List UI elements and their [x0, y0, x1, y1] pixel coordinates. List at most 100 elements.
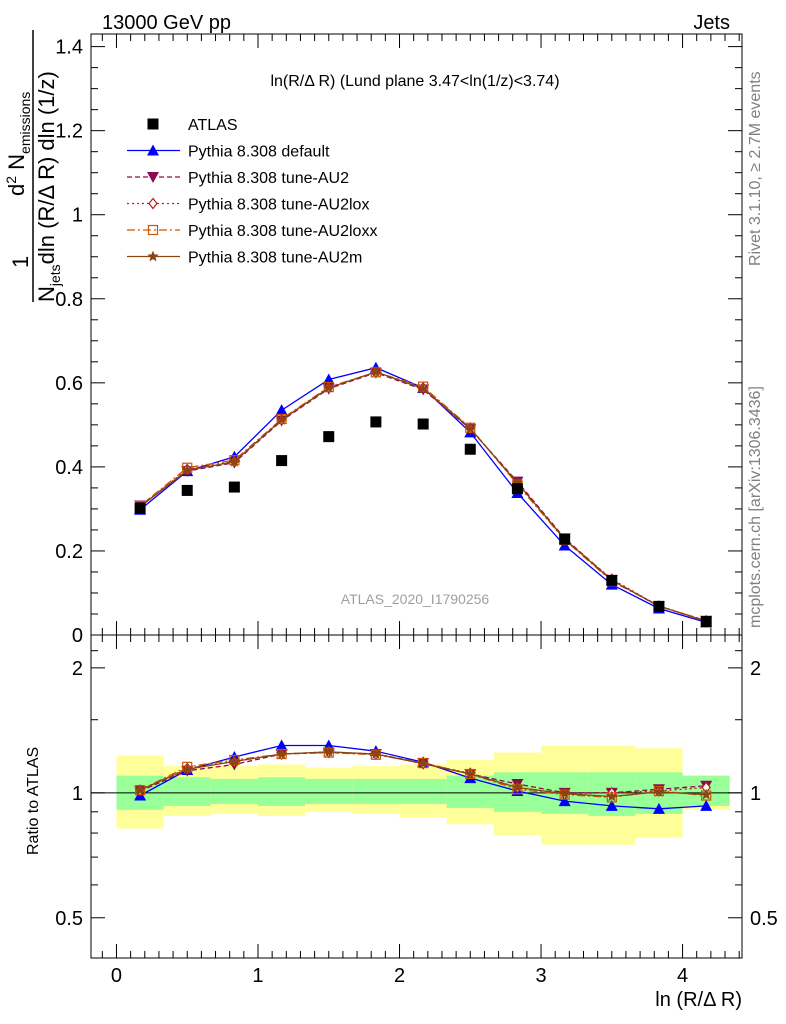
- main-ytick-label: 1: [72, 205, 83, 227]
- series-line-default: [139, 367, 707, 624]
- ratio-point-au2m: [134, 784, 146, 795]
- legend-marker-atlas: [147, 118, 159, 130]
- data-point-atlas: [228, 481, 240, 493]
- ratio-point-au2m: [653, 785, 665, 797]
- ratio-point-au2m: [511, 781, 524, 793]
- series-line-au2: [139, 372, 707, 622]
- point-au2m: [181, 464, 193, 476]
- main-ytick-label: 0.6: [55, 373, 83, 395]
- ratio-point-au2m: [417, 757, 429, 769]
- plot-title: ln(R/Δ R) (Lund plane 3.47<ln(1/z)<3.74): [270, 73, 559, 90]
- xtick-label: 0: [111, 965, 122, 987]
- point-au2m: [275, 413, 288, 425]
- main-plot: 0 0.2 0.4 0.6 0.8 1 1.2 1.4: [55, 33, 743, 647]
- data-point-atlas: [700, 616, 712, 628]
- main-ytick-label: 1.4: [55, 37, 83, 59]
- data-point-atlas: [653, 600, 665, 612]
- uncertainty-band-inner: [210, 778, 258, 804]
- ratio-point-au2m: [275, 748, 288, 759]
- legend-label-au2lox: Pythia 8.308 tune-AU2lox: [188, 197, 369, 214]
- xtick-label: 1: [252, 965, 263, 987]
- ratio-ylabel: Ratio to ATLAS: [25, 747, 42, 855]
- ratio-point-au2m: [606, 790, 618, 802]
- data-point-atlas: [323, 431, 335, 443]
- ylabel-one: 1: [8, 256, 33, 268]
- ratio-frame: [90, 634, 743, 959]
- legend-label-default: Pythia 8.308 default: [188, 144, 330, 161]
- uncertainty-band-inner: [399, 778, 447, 804]
- ratio-point-default: [558, 795, 571, 807]
- xtick-label: 3: [535, 965, 546, 987]
- uncertainty-band-inner: [352, 778, 400, 804]
- uncertainty-band-inner: [257, 777, 306, 806]
- data-point-atlas: [276, 455, 288, 467]
- point-au2m: [511, 476, 524, 488]
- data-point-atlas: [559, 533, 571, 545]
- ratio-point-au2m: [559, 787, 571, 799]
- ratio-point-au2m: [228, 755, 241, 767]
- ratio-ytick-label-right: 1: [750, 783, 761, 805]
- legend-label-au2loxx: Pythia 8.308 tune-AU2loxx: [188, 223, 377, 240]
- point-default: [275, 404, 288, 416]
- ratio-point-au2m: [181, 763, 193, 775]
- point-au2m: [228, 455, 241, 467]
- ratio-ytick-label: 2: [72, 658, 83, 680]
- data-point-atlas: [417, 418, 429, 430]
- point-au2m: [323, 381, 335, 393]
- main-ylabel: 1 d2 Nemissions Njetsdln (R/Δ R) dln (1/…: [3, 30, 63, 302]
- legend-marker-au2m: [147, 250, 159, 262]
- ratio-point-default: [275, 739, 288, 751]
- ratio-point-au2m: [700, 788, 712, 800]
- mcplots-label: mcplots.cern.ch [arXiv:1306.3436]: [747, 386, 764, 628]
- ratio-point-default: [700, 799, 713, 811]
- legend-label-au2: Pythia 8.308 tune-AU2: [188, 170, 349, 187]
- ratio-point-default: [652, 802, 665, 814]
- data-point-atlas: [606, 574, 618, 586]
- main-ytick-label: 1.2: [55, 121, 83, 143]
- ratio-point-au2m: [323, 745, 335, 757]
- main-ytick-label: 0.4: [55, 457, 83, 479]
- legend-marker-default: [147, 144, 159, 156]
- series-line-au2loxx: [139, 371, 707, 623]
- ratio-point-au2m: [464, 768, 476, 779]
- point-au2m: [417, 382, 429, 394]
- uncertainty-band-inner: [305, 778, 353, 804]
- header-energy: 13000 GeV pp: [102, 12, 231, 34]
- xtick-label: 2: [394, 965, 405, 987]
- analysis-watermark: ATLAS_2020_I1790256: [341, 591, 490, 607]
- main-ytick-label: 0: [72, 625, 83, 647]
- ylabel-numerator: d2 Nemissions: [3, 92, 33, 196]
- legend-marker-au2lox: [148, 197, 158, 210]
- data-point-atlas: [134, 502, 146, 514]
- rivet-label: Rivet 3.1.10, ≥ 2.7M events: [747, 71, 764, 266]
- series-line-au2lox: [139, 371, 707, 622]
- point-au2m: [370, 365, 382, 377]
- ratio-ytick-label: 0.5: [55, 908, 83, 930]
- legend-label-atlas: ATLAS: [188, 117, 238, 134]
- legend: ATLAS Pythia 8.308 default Pythia 8.308 tu…: [127, 117, 377, 267]
- data-point-atlas: [511, 483, 523, 495]
- ratio-ytick-label-right: 2: [750, 658, 761, 680]
- ratio-plot: 0.5 0.5 1 1 2 2 0 1 2 3 4: [55, 634, 778, 987]
- main-ytick-label: 0.2: [55, 541, 83, 563]
- ratio-point-au2m: [370, 748, 382, 759]
- point-default: [322, 373, 335, 385]
- x-axis-label: ln (R/Δ R): [655, 989, 742, 1011]
- header-jets: Jets: [693, 12, 730, 34]
- data-point-atlas: [464, 443, 476, 455]
- series-line-au2m: [139, 371, 707, 622]
- point-au2m: [464, 422, 476, 434]
- uncertainty-band-inner: [163, 777, 211, 806]
- main-ytick-label: 0.8: [55, 289, 83, 311]
- ratio-point-default: [605, 799, 618, 811]
- ratio-ytick-label: 1: [72, 783, 83, 805]
- legend-marker-au2: [147, 172, 159, 183]
- data-point-atlas: [370, 416, 382, 428]
- legend-label-au2m: Pythia 8.308 tune-AU2m: [188, 250, 362, 267]
- ratio-ytick-label-right: 0.5: [750, 908, 778, 930]
- xtick-label: 4: [677, 965, 688, 987]
- ylabel-denominator: Njetsdln (R/Δ R) dln (1/z): [34, 71, 63, 302]
- data-point-atlas: [181, 484, 193, 496]
- legend-marker-au2loxx: [147, 224, 159, 236]
